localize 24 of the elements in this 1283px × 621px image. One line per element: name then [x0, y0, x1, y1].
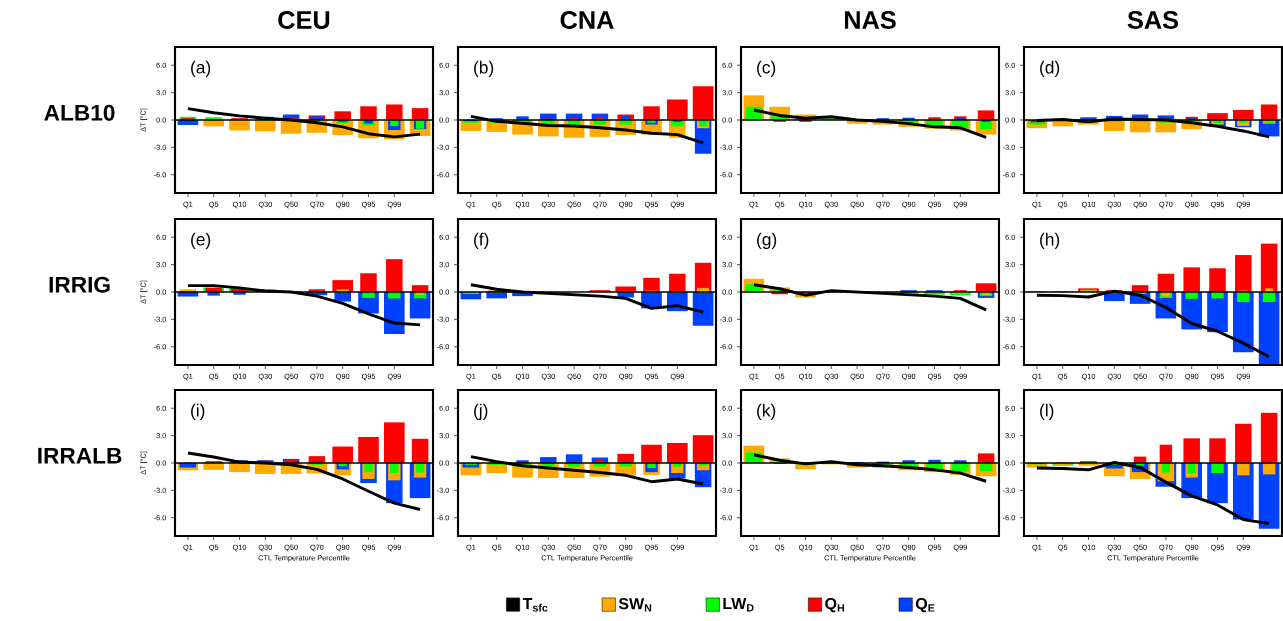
chart-title: CNA: [560, 11, 614, 29]
annotation: (j): [474, 403, 488, 420]
chart-title: SAS: [1127, 11, 1179, 29]
annotation: (i): [191, 403, 205, 420]
annotation: (h): [1040, 232, 1060, 249]
legend-label: SW$_{N}$: [618, 598, 652, 612]
text: IRRALB: [38, 447, 122, 464]
annotation: (c): [757, 60, 776, 77]
text: IRRIG: [49, 276, 110, 293]
annotation: (d): [1040, 60, 1060, 77]
legend-label: T$_{sfc}$: [522, 598, 548, 612]
annotation: (f): [474, 232, 489, 249]
chart-title: NAS: [844, 11, 896, 29]
annotation: (k): [757, 403, 776, 420]
legend-label: Q$_{E}$: [915, 598, 935, 613]
legend-label: LW$_{D}$: [723, 598, 754, 612]
annotation: (e): [191, 232, 211, 249]
annotation: (l): [1040, 403, 1054, 420]
annotation: (g): [757, 232, 777, 249]
legend-label: Q$_{H}$: [825, 598, 845, 613]
text: ALB10: [44, 104, 115, 121]
chart-title: CEU: [278, 11, 330, 29]
annotation: (a): [191, 60, 211, 77]
annotation: (b): [474, 60, 494, 77]
